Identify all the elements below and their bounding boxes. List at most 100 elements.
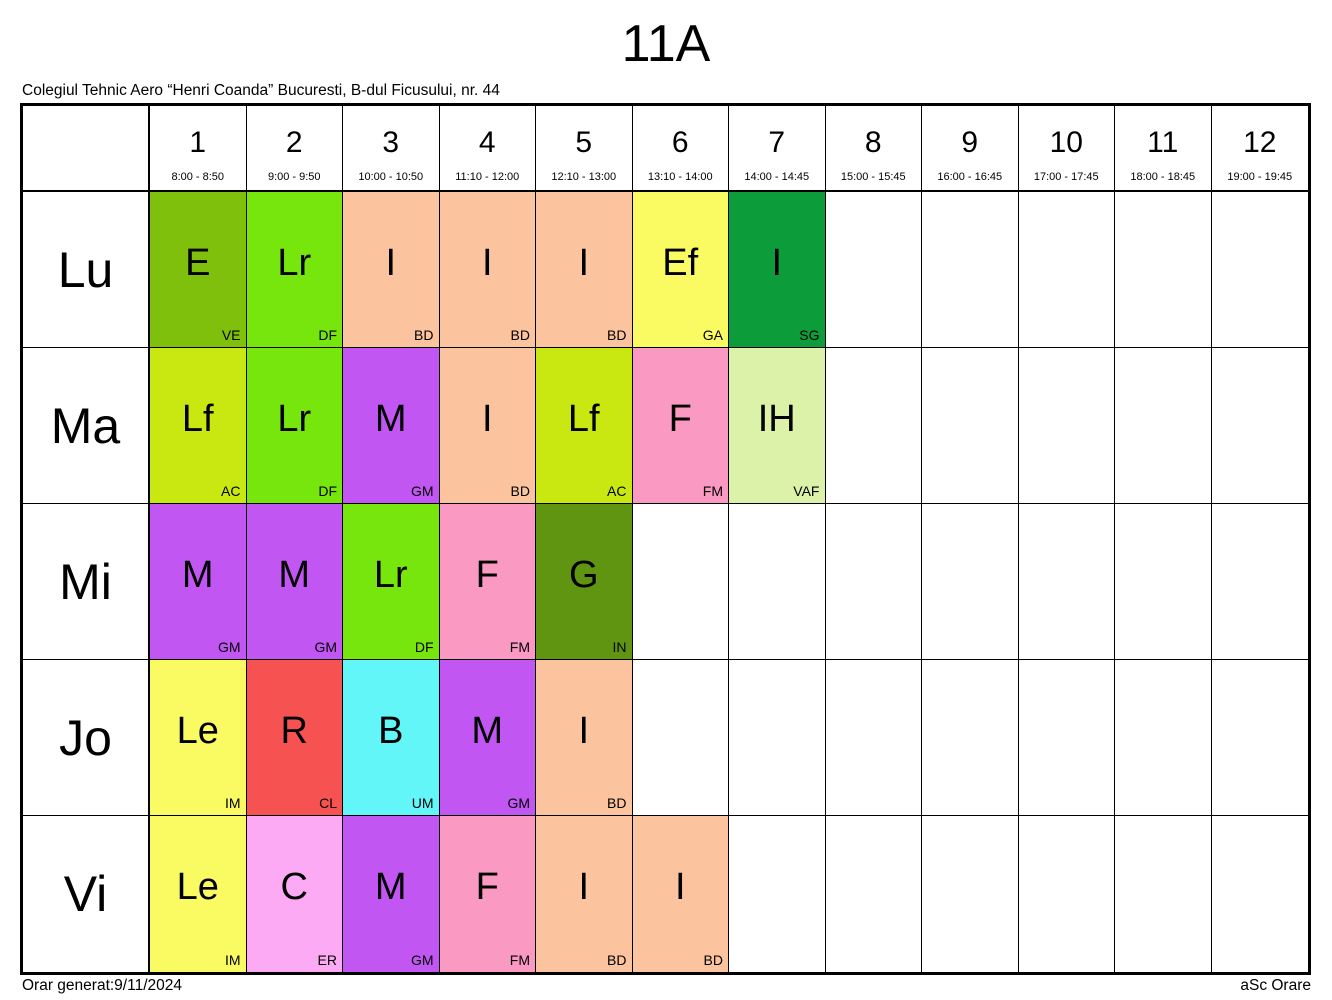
teacher-abbr: VAF	[793, 483, 820, 499]
teacher-abbr: CL	[319, 795, 337, 811]
empty-cell-lu-9	[922, 192, 1019, 348]
teacher-abbr: IN	[612, 639, 627, 655]
period-number: 10	[1049, 126, 1083, 159]
teacher-abbr: GA	[702, 327, 723, 343]
subject-abbr: F	[475, 553, 499, 596]
brand-label: aSc Orare	[1240, 977, 1311, 994]
empty-cell-jo-12	[1211, 660, 1308, 816]
lesson-cell-vi-5: I BD	[536, 816, 633, 972]
subject-abbr: I	[578, 866, 590, 908]
period-time: 11:10 - 12:00	[455, 171, 520, 183]
subject-abbr: Lf	[181, 397, 214, 440]
period-number: 2	[285, 126, 303, 159]
teacher-abbr: BD	[607, 327, 627, 343]
lesson-cell-lu-2: Lr DF	[246, 192, 343, 348]
empty-cell-mi-12	[1211, 504, 1308, 660]
period-header-12: 12 19:00 - 19:45	[1211, 106, 1308, 192]
empty-cell-ma-11	[1115, 348, 1212, 504]
teacher-abbr: SG	[799, 327, 820, 343]
lesson-cell-lu-6: Ef GA	[632, 192, 729, 348]
empty-cell-jo-7	[729, 660, 826, 816]
lesson-cell-jo-1: Le IM	[150, 660, 247, 816]
period-number: 6	[671, 126, 689, 159]
lesson-cell-ma-2: Lr DF	[246, 348, 343, 504]
lesson-cell-ma-4: I BD	[439, 348, 536, 504]
empty-cell-jo-11	[1115, 660, 1212, 816]
empty-cell-vi-10	[1018, 816, 1115, 972]
subject-abbr: I	[578, 709, 590, 752]
empty-cell-ma-10	[1018, 348, 1115, 504]
lesson-cell-mi-3: Lr DF	[343, 504, 440, 660]
day-label-lu: Lu	[23, 192, 150, 348]
empty-cell-mi-7	[729, 504, 826, 660]
lesson-cell-jo-4: M GM	[439, 660, 536, 816]
subject-abbr: Lf	[567, 397, 600, 440]
subject-abbr: Lr	[277, 241, 312, 284]
empty-cell-lu-10	[1018, 192, 1115, 348]
empty-cell-jo-8	[825, 660, 922, 816]
lesson-cell-vi-3: M GM	[343, 816, 440, 972]
period-header-7: 7 14:00 - 14:45	[729, 106, 826, 192]
empty-cell-ma-9	[922, 348, 1019, 504]
empty-cell-vi-12	[1211, 816, 1308, 972]
lesson-cell-ma-7: IH VAF	[729, 348, 826, 504]
teacher-abbr: BD	[414, 327, 434, 343]
subject-abbr: M	[278, 553, 311, 596]
period-time: 15:00 - 15:45	[840, 171, 906, 183]
period-time: 12:10 - 13:00	[551, 171, 617, 183]
period-time: 17:00 - 17:45	[1033, 171, 1099, 183]
teacher-abbr: BD	[510, 483, 530, 499]
subject-abbr: M	[374, 866, 407, 908]
subject-abbr: IH	[757, 397, 796, 440]
empty-cell-vi-11	[1115, 816, 1212, 972]
subject-abbr: E	[185, 241, 211, 284]
subject-abbr: I	[481, 397, 493, 440]
subject-abbr: I	[674, 866, 686, 908]
period-number: 1	[189, 126, 207, 159]
lesson-cell-vi-4: F FM	[439, 816, 536, 972]
generated-date: Orar generat:9/11/2024	[22, 977, 182, 994]
period-number: 5	[575, 126, 593, 159]
day-label-vi: Vi	[23, 816, 150, 972]
period-number: 3	[382, 126, 400, 159]
period-header-4: 4 11:10 - 12:00	[439, 106, 536, 192]
empty-cell-lu-12	[1211, 192, 1308, 348]
lesson-cell-ma-3: M GM	[343, 348, 440, 504]
corner-cell	[23, 106, 150, 192]
teacher-abbr: GM	[507, 795, 530, 811]
subject-abbr: M	[471, 709, 504, 752]
subject-abbr: M	[181, 553, 214, 596]
school-name: Colegiul Tehnic Aero “Henri Coanda” Bucu…	[22, 82, 500, 99]
lesson-cell-mi-4: F FM	[439, 504, 536, 660]
empty-cell-lu-8	[825, 192, 922, 348]
lesson-cell-mi-2: M GM	[246, 504, 343, 660]
teacher-abbr: AC	[221, 483, 241, 499]
period-header-10: 10 17:00 - 17:45	[1018, 106, 1115, 192]
period-header-6: 6 13:10 - 14:00	[632, 106, 729, 192]
teacher-abbr: FM	[509, 952, 530, 968]
subject-abbr: M	[374, 397, 407, 440]
empty-cell-lu-11	[1115, 192, 1212, 348]
teacher-abbr: VE	[221, 327, 241, 343]
subject-abbr: G	[568, 553, 599, 596]
lesson-cell-jo-3: B UM	[343, 660, 440, 816]
lesson-cell-mi-1: M GM	[150, 504, 247, 660]
empty-cell-vi-9	[922, 816, 1019, 972]
empty-cell-mi-9	[922, 504, 1019, 660]
period-number: 9	[961, 126, 979, 159]
teacher-abbr: GM	[410, 483, 434, 499]
lesson-cell-vi-6: I BD	[632, 816, 729, 972]
period-time: 18:00 - 18:45	[1130, 171, 1196, 183]
empty-cell-mi-8	[825, 504, 922, 660]
lesson-cell-jo-2: R CL	[246, 660, 343, 816]
day-label-jo: Jo	[23, 660, 150, 816]
lesson-cell-ma-1: Lf AC	[150, 348, 247, 504]
teacher-abbr: UM	[411, 795, 434, 811]
teacher-abbr: BD	[607, 795, 627, 811]
teacher-abbr: BD	[510, 327, 530, 343]
empty-cell-mi-11	[1115, 504, 1212, 660]
period-number: 7	[768, 126, 786, 159]
empty-cell-jo-6	[632, 660, 729, 816]
period-time: 8:00 - 8:50	[171, 171, 225, 183]
teacher-abbr: DF	[318, 327, 337, 343]
